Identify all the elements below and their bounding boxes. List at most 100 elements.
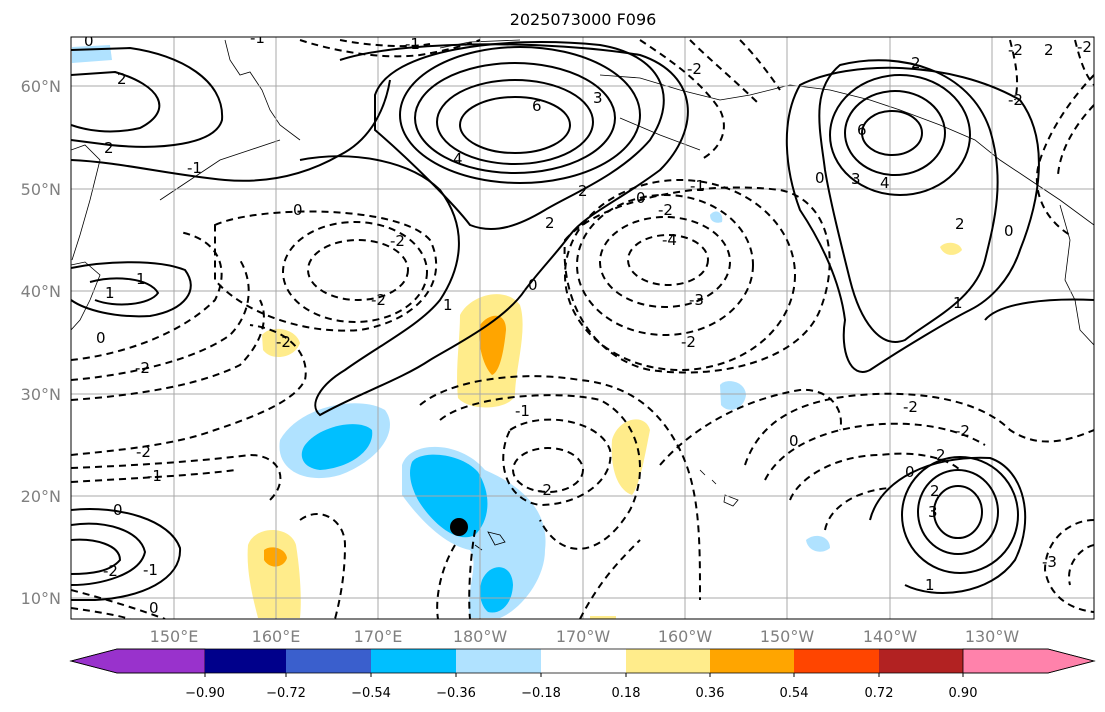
contour-label: -2 (371, 291, 386, 309)
shade-yellow-2 (611, 419, 650, 495)
contour-label: -1 (147, 467, 162, 485)
contour-label: -2 (658, 201, 673, 219)
contour-label: -1 (250, 29, 265, 47)
contour-label: 0 (905, 463, 915, 481)
colorbar-tick-label: −0.36 (436, 686, 476, 701)
contour-label: -4 (662, 231, 677, 249)
contour-label: -1 (690, 177, 705, 195)
contour-label: 0 (293, 201, 303, 219)
lon-label: 160°E (252, 627, 301, 646)
contour-label: -2 (135, 359, 150, 377)
colorbar-tick-label: −0.90 (185, 686, 225, 701)
colorbar-tick-label: 0.72 (865, 686, 894, 701)
contour-label: 2 (545, 214, 555, 232)
colorbar-tick-label: 0.18 (612, 686, 641, 701)
contour-label: -2 (136, 443, 151, 461)
lon-label: 160°W (658, 627, 713, 646)
contour-label: 0 (84, 32, 94, 50)
contour-label: 2 (911, 54, 921, 72)
shade-orange-1 (479, 315, 506, 375)
negative-contours (71, 39, 1094, 619)
lon-label: 150°W (760, 627, 815, 646)
contour-label: 6 (532, 97, 542, 115)
contour-label: -2 (1008, 41, 1023, 59)
contour-label: -2 (390, 232, 405, 250)
coastlines (71, 39, 1094, 551)
lon-label: 180°W (453, 627, 508, 646)
contour-label: -3 (689, 291, 704, 309)
colorbar-swatch (794, 649, 879, 673)
contour-label: 3 (851, 170, 861, 188)
contour-label: -2 (1077, 38, 1092, 56)
shade-light-blue-5 (710, 211, 723, 223)
shade-yellow-6 (590, 616, 616, 619)
contour-label: 1 (105, 284, 115, 302)
contour-label: 0 (1004, 222, 1014, 240)
map-frame (70, 36, 1095, 620)
colorbar-swatch (286, 649, 371, 673)
colorbar-swatch (456, 649, 541, 673)
contour-label: 1 (953, 294, 963, 312)
colorbar-swatch (710, 649, 794, 673)
shade-deep-sky-blue-3 (480, 567, 513, 613)
colorbar-extension-low (69, 648, 206, 674)
lat-label: 20°N (21, 487, 61, 506)
contour-label: -2 (681, 333, 696, 351)
contour-label: 3 (593, 89, 603, 107)
colorbar-tick-label: −0.18 (521, 686, 561, 701)
storm-center-marker (450, 518, 468, 536)
lat-label: 30°N (21, 385, 61, 404)
shade-light-blue-3 (720, 381, 746, 410)
contour-label: -2 (537, 481, 552, 499)
colorbar-tick-label: −0.72 (266, 686, 306, 701)
contour-label: 1 (136, 270, 146, 288)
contour-label: 2 (578, 182, 588, 200)
contour-labels: 6 3 4 2 2 1 -1 2 2 0 -2 0 -2 -4 -3 -2 1 … (84, 29, 1092, 617)
contour-label: 0 (96, 329, 106, 347)
contour-label: -1 (143, 561, 158, 579)
contour-label: 3 (928, 503, 938, 521)
colorbar-extension-high (962, 648, 1096, 674)
contour-label: 0 (789, 432, 799, 450)
contour-label: -1 (187, 159, 202, 177)
lon-label: 170°E (354, 627, 403, 646)
colorbar-frame (69, 648, 1096, 674)
colorbar-swatch (626, 649, 710, 673)
contour-label: 4 (880, 174, 890, 192)
contour-label: -1 (515, 402, 530, 420)
contour-label: 0 (815, 169, 825, 187)
lat-label: 60°N (21, 77, 61, 96)
contour-label: 2 (936, 446, 946, 464)
contour-label: 1 (443, 296, 453, 314)
colorbar-tick-label: 0.54 (780, 686, 809, 701)
colorbar-tick-label: 0.36 (696, 686, 725, 701)
colorbar-swatch (205, 649, 286, 673)
colorbar-swatch (879, 649, 963, 673)
shade-light-blue-4 (806, 535, 830, 552)
lon-label: 170°W (556, 627, 611, 646)
colorbar: −0.90 −0.72 −0.54 −0.36 −0.18 0.18 0.36 0.54 0.7… (69, 648, 1096, 701)
contour-label: -2 (955, 422, 970, 440)
lat-label: 10°N (21, 589, 61, 608)
positive-contours (71, 41, 1094, 601)
map-area: 6 3 4 2 2 1 -1 2 2 0 -2 0 -2 -4 -3 -2 1 … (71, 29, 1094, 619)
contour-label: -1 (405, 35, 420, 53)
shade-yellow-5 (940, 242, 962, 255)
contour-label: -2 (1008, 91, 1023, 109)
colorbar-tick-label: 0.90 (949, 686, 978, 701)
contour-label: 2 (930, 482, 940, 500)
contour-label: 0 (528, 276, 538, 294)
contour-label: 6 (857, 121, 867, 139)
colorbar-swatch (371, 649, 456, 673)
contour-label: -2 (687, 60, 702, 78)
contour-label: 2 (104, 139, 114, 157)
contour-label: -2 (903, 398, 918, 416)
contour-label: 4 (453, 150, 463, 168)
contour-label: 0 (636, 189, 646, 207)
colorbar-tick-label: −0.54 (351, 686, 391, 701)
contour-label: 1 (925, 576, 935, 594)
lat-label: 50°N (21, 180, 61, 199)
contour-label: 0 (149, 599, 159, 617)
contour-label: 2 (1044, 41, 1054, 59)
